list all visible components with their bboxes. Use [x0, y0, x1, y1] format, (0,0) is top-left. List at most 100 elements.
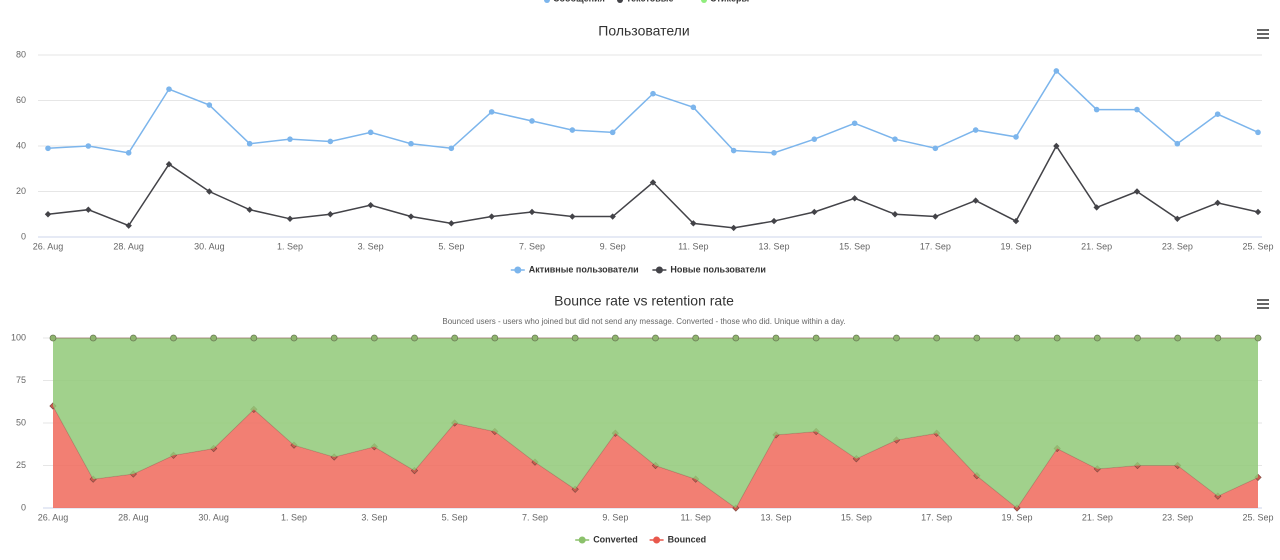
data-point [129, 334, 137, 342]
data-point [852, 334, 860, 342]
data-point [972, 197, 979, 204]
data-point [488, 213, 495, 220]
data-point [770, 217, 778, 225]
x-tick-label: 17. Sep [921, 512, 952, 522]
data-point [1174, 215, 1181, 222]
data-point [732, 504, 740, 512]
x-tick-label: 9. Sep [602, 512, 628, 522]
data-point [45, 145, 51, 152]
data-point [1133, 188, 1141, 195]
series-line [47, 69, 1259, 154]
chart-subtitle: Bounced users - users who joined but did… [442, 317, 845, 326]
legend-marker [578, 536, 586, 544]
x-tick-label: 15. Sep [841, 512, 872, 522]
data-point [367, 201, 374, 209]
data-point [972, 127, 979, 133]
x-tick-label: 28. Aug [118, 512, 149, 522]
y-tick-label: 50 [16, 417, 26, 427]
data-point [1214, 334, 1222, 342]
data-point [730, 147, 737, 154]
x-tick-label: 19. Sep [1001, 512, 1032, 522]
data-point [690, 104, 697, 111]
x-tick-label: 25. Sep [1242, 241, 1273, 251]
data-point [569, 213, 576, 220]
data-point [1254, 334, 1262, 342]
data-point [1214, 111, 1221, 117]
data-point [973, 334, 981, 342]
legend-label[interactable]: Bounced [668, 534, 707, 544]
data-point [411, 334, 418, 342]
data-point [1053, 142, 1060, 150]
data-point [49, 334, 57, 342]
data-point [893, 334, 900, 342]
legend-marker [514, 266, 522, 274]
data-point [932, 145, 939, 152]
legend-marker [653, 536, 661, 544]
legend-marker [544, 0, 550, 3]
data-point [210, 334, 218, 342]
data-point [491, 334, 499, 342]
legend-label[interactable]: Новые пользователи [670, 264, 766, 274]
legend-label: Сообщения [553, 0, 605, 3]
x-tick-label: 1. Sep [281, 512, 307, 522]
x-tick-label: 28. Aug [113, 241, 144, 251]
y-tick-label: 25 [16, 460, 26, 470]
data-point [932, 213, 939, 220]
legend-label[interactable]: Активные пользователи [529, 264, 639, 274]
data-point [892, 136, 898, 142]
legend-label[interactable]: Converted [593, 534, 638, 544]
data-point [1174, 334, 1182, 342]
data-point [611, 334, 619, 342]
x-tick-label: 3. Sep [361, 512, 387, 522]
legend-marker [655, 266, 663, 274]
y-tick-label: 20 [16, 186, 26, 196]
data-point [367, 129, 374, 136]
series-area [53, 406, 1258, 508]
data-point [933, 334, 941, 342]
x-tick-label: 13. Sep [758, 241, 789, 251]
x-tick-label: 15. Sep [839, 241, 870, 251]
data-point [1053, 334, 1061, 342]
data-point [609, 213, 616, 220]
data-point [125, 150, 132, 156]
data-point [89, 334, 97, 342]
data-point [732, 334, 740, 342]
y-tick-label: 0 [21, 502, 26, 512]
data-point [1093, 106, 1100, 113]
legend-label: Стикеры [710, 0, 749, 3]
x-tick-label: 7. Sep [519, 241, 545, 251]
data-point [1093, 334, 1101, 342]
data-point [206, 102, 213, 108]
y-tick-label: 60 [16, 95, 26, 105]
data-point [407, 213, 415, 220]
data-point [290, 334, 298, 342]
x-tick-label: 19. Sep [1000, 241, 1031, 251]
data-point [529, 118, 535, 124]
data-point [125, 222, 132, 229]
data-point [246, 140, 253, 147]
x-tick-label: 5. Sep [442, 512, 468, 522]
x-tick-label: 26. Aug [38, 512, 69, 522]
legend-marker [617, 0, 623, 3]
data-point [488, 109, 495, 115]
data-point [85, 206, 92, 213]
data-point [327, 138, 334, 145]
legend-marker [701, 0, 707, 3]
data-point [692, 334, 700, 342]
data-point [771, 150, 777, 156]
data-point [649, 179, 657, 186]
data-point [166, 86, 172, 92]
x-tick-label: 23. Sep [1162, 512, 1193, 522]
data-point [811, 136, 818, 142]
data-point [1174, 140, 1181, 147]
y-tick-label: 80 [16, 49, 26, 59]
menu-icon[interactable] [1257, 29, 1269, 39]
data-point [165, 161, 173, 168]
data-point [811, 208, 818, 216]
data-point [170, 334, 177, 342]
y-tick-label: 75 [16, 375, 26, 385]
menu-icon[interactable] [1257, 299, 1269, 309]
data-point [370, 334, 378, 342]
data-point [531, 334, 539, 342]
